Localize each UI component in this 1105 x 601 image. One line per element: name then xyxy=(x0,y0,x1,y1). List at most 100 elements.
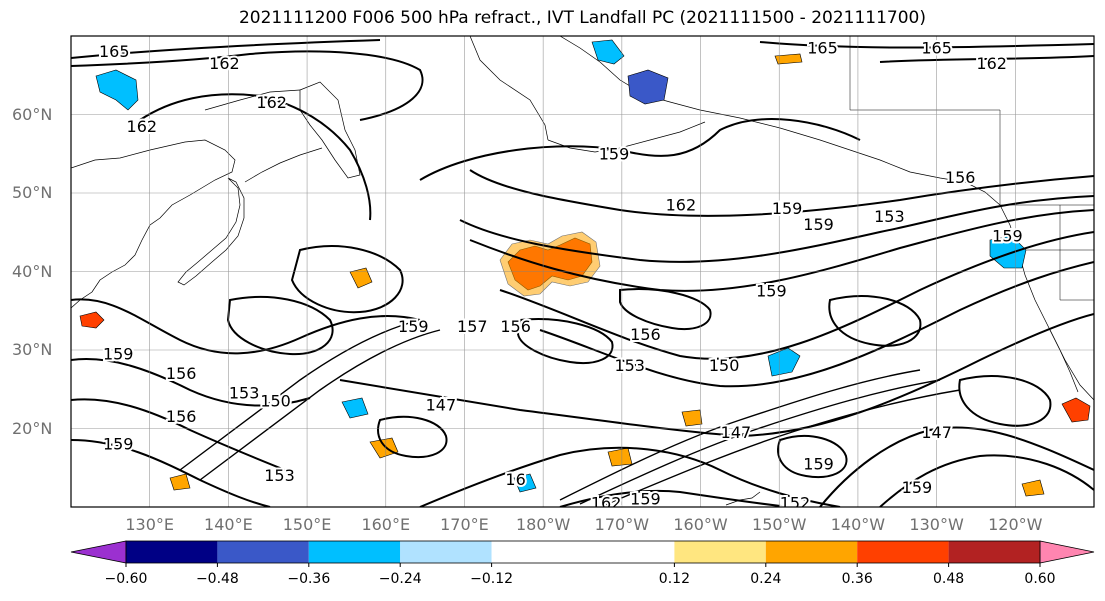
contour-label: 156 xyxy=(630,325,661,344)
contour-label: 150 xyxy=(260,392,291,411)
fill-positive-south xyxy=(369,437,399,459)
contour-156-belt xyxy=(469,209,1094,292)
longitude-label: 130°W xyxy=(909,515,964,534)
fill-positive-se xyxy=(1021,479,1045,497)
contour-east-1 xyxy=(819,426,1094,507)
contour-label: 159 xyxy=(803,454,834,473)
colorbar-over-extension xyxy=(1039,540,1095,564)
latitude-label: 20°N xyxy=(12,418,53,438)
contour-label: 153 xyxy=(229,384,260,403)
contour-150-belt xyxy=(539,261,1094,388)
colorbar-segment xyxy=(948,541,1040,563)
map-frame xyxy=(70,35,1095,508)
contour-loop-4 xyxy=(619,288,712,330)
longitude-label: 130°E xyxy=(125,515,175,534)
map-title: 2021111200 F006 500 hPa refract., IVT La… xyxy=(238,8,926,28)
longitude-label: 170°E xyxy=(440,515,489,534)
fill-negative-south xyxy=(341,397,369,419)
longitude-label: 150°W xyxy=(752,515,807,534)
contour-west-2 xyxy=(71,358,311,407)
coastline-alaska xyxy=(559,36,1001,206)
colorbar-frame xyxy=(125,540,1041,564)
colorbar-segment xyxy=(674,541,766,563)
contour-label: 165 xyxy=(99,42,130,61)
contour-159-alaska xyxy=(419,118,861,181)
longitude-label: 120°W xyxy=(988,515,1043,534)
coastlines xyxy=(71,36,1094,506)
contour-label: 156 xyxy=(166,364,197,383)
contour-east-2 xyxy=(879,454,1094,507)
contour-fine-west-2 xyxy=(199,329,441,481)
coastline-kamchatka xyxy=(299,81,361,179)
contour-label: 159 xyxy=(599,144,630,163)
fill-negative-east xyxy=(989,235,1027,269)
contour-west-1 xyxy=(71,298,421,355)
contour-label: 159 xyxy=(902,478,933,497)
colorbar-segment xyxy=(400,541,492,563)
contour-label: 153 xyxy=(614,356,645,375)
contour-label: 159 xyxy=(103,435,134,454)
contour-label: 147 xyxy=(426,395,457,414)
fill-negative-pacific xyxy=(767,347,801,377)
contour-label: 162 xyxy=(666,195,697,214)
contour-label: 156 xyxy=(500,317,531,336)
contour-fine-jet-1 xyxy=(559,369,921,501)
contour-label: 162 xyxy=(127,117,158,136)
colorbar-tick-label: −0.24 xyxy=(378,571,422,587)
colorbar-tick-label: 0.48 xyxy=(933,571,965,587)
fill-positive-kur xyxy=(349,267,373,289)
fill-negative-bering xyxy=(627,69,669,105)
contour-west-3 xyxy=(71,398,291,473)
fill-positive-gulf xyxy=(681,409,703,427)
contour-153-belt xyxy=(499,231,1094,360)
colorbar-tick-label: 0.36 xyxy=(841,571,873,587)
coastline-baja xyxy=(1049,329,1079,393)
contour-loop-2 xyxy=(226,295,334,356)
colorbar-segment xyxy=(765,541,858,563)
colorbar-segment xyxy=(308,541,401,563)
contour-fine-jet-2 xyxy=(579,379,941,505)
contour-147-belt xyxy=(339,313,1094,438)
colorbar-tick-label: 0.12 xyxy=(658,571,690,587)
longitude-label: 140°E xyxy=(204,515,253,534)
coastline-hawaii xyxy=(725,491,761,506)
contour-162-arc xyxy=(139,93,372,221)
contour-loop-8 xyxy=(377,415,448,458)
contour-label: 162 xyxy=(209,54,240,73)
contour-south-1 xyxy=(419,446,841,507)
colorbar-under-extension xyxy=(70,540,127,564)
contour-162-mid xyxy=(469,169,1094,217)
gridlines xyxy=(71,36,1094,507)
borders xyxy=(849,36,1094,301)
latitude-label: 40°N xyxy=(12,261,53,281)
contour-label: 16 xyxy=(505,470,525,489)
colorbar-segment xyxy=(217,541,309,563)
contour-label: 165 xyxy=(807,38,838,57)
contour-label: 159 xyxy=(772,199,803,218)
contour-label: 153 xyxy=(874,207,905,226)
contour-label: 156 xyxy=(166,407,197,426)
contours xyxy=(71,39,1094,507)
contour-label: 162 xyxy=(976,54,1007,73)
colorbar-tick-label: −0.60 xyxy=(104,571,148,587)
contour-loop-7 xyxy=(777,435,848,478)
fill-positive-west xyxy=(79,311,105,329)
latitude-label: 60°N xyxy=(12,104,53,124)
longitude-label: 150°E xyxy=(282,515,332,534)
colorbar-tick-label: 0.24 xyxy=(750,571,782,587)
coastline-na-west xyxy=(999,204,1094,401)
longitude-label: 160°W xyxy=(673,515,728,534)
fill-negative-west xyxy=(95,69,139,111)
fill-positive-central-halo xyxy=(499,231,601,297)
contour-fine-west-1 xyxy=(179,319,421,471)
fill-positive-sw xyxy=(169,473,191,491)
contour-label: 157 xyxy=(457,317,488,336)
contour-165-north xyxy=(71,39,1094,59)
contour-south-2 xyxy=(559,489,791,507)
fill-negative-bering-halo xyxy=(591,39,625,65)
contour-label: 165 xyxy=(921,38,952,57)
contour-label: 159 xyxy=(103,344,134,363)
coastline-aleutians xyxy=(547,121,706,153)
